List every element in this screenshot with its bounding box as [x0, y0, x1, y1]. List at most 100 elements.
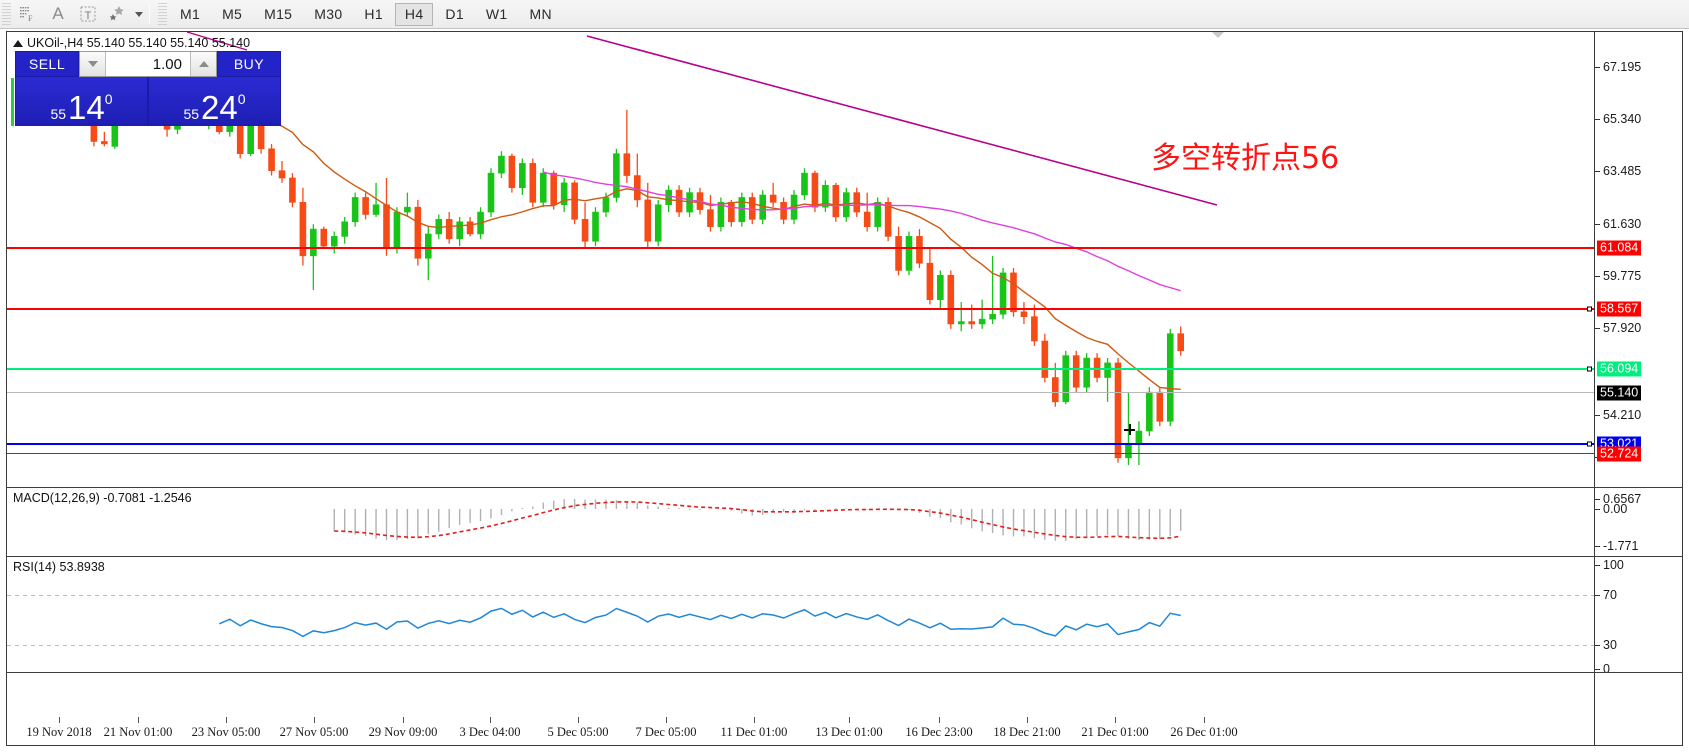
price-tick-label: 57.920: [1603, 321, 1642, 335]
time-axis-label: 27 Nov 05:00: [279, 725, 349, 739]
horizontal-level-line[interactable]: [7, 308, 1594, 310]
timeframe-h4[interactable]: H4: [394, 2, 434, 26]
price-tick-mark: [1595, 171, 1600, 172]
rsi-scale[interactable]: 100 70 30 0: [1594, 557, 1682, 676]
time-axis-tick: [138, 717, 139, 723]
time-axis-label: 26 Dec 01:00: [1170, 725, 1238, 739]
toolbar-separator: [149, 4, 150, 24]
horizontal-level-line[interactable]: [7, 453, 1594, 454]
buy-price-main: 24: [201, 89, 238, 126]
level-line-anchor-handle[interactable]: [1587, 306, 1592, 312]
scale-tick-label: 0.00: [1603, 502, 1628, 516]
period-toolbar-grip[interactable]: [158, 3, 167, 25]
buy-price-display[interactable]: 55 24 0: [148, 77, 281, 126]
timeframe-m30[interactable]: M30: [314, 6, 343, 22]
price-scale[interactable]: 67.195 65.340 63.485 61.630 59.775 57.920 54.2…: [1594, 32, 1682, 514]
chart-annotation-text[interactable]: 多空转折点56: [1151, 141, 1340, 176]
time-axis-label: 5 Dec 05:00: [547, 725, 609, 739]
chart-window[interactable]: UKOil-,H4 55.140 55.140 55.140 55.140 SE…: [6, 31, 1683, 746]
price-tick-label: 54.210: [1603, 408, 1642, 422]
time-axis-tick: [939, 717, 940, 723]
sell-button[interactable]: SELL: [15, 51, 79, 77]
level-line-anchor-handle[interactable]: [1587, 441, 1592, 447]
price-level-label[interactable]: 55.140: [1597, 385, 1642, 401]
price-level-label[interactable]: 52.724: [1597, 446, 1642, 462]
price-tick-label: 65.340: [1603, 112, 1642, 126]
price-tick-label: 63.485: [1603, 164, 1642, 178]
volume-stepper[interactable]: 1.00: [79, 51, 217, 77]
sell-price-display[interactable]: 55 14 0: [15, 77, 148, 126]
price-tick-label: 61.630: [1603, 217, 1642, 231]
text-label-icon[interactable]: A: [52, 4, 64, 23]
templates-icon[interactable]: [103, 2, 133, 27]
time-axis-label: 18 Dec 21:00: [993, 725, 1061, 739]
timeframe-h1[interactable]: H1: [364, 6, 383, 22]
time-axis-tick: [59, 717, 60, 723]
timeframe-mn[interactable]: MN: [529, 6, 552, 22]
one-click-trading-panel[interactable]: SELL 1.00 BUY 55 14: [11, 51, 281, 126]
volume-input[interactable]: 1.00: [106, 52, 190, 76]
horizontal-level-line[interactable]: [7, 443, 1594, 445]
level-line-anchor-handle[interactable]: [1587, 366, 1592, 372]
price-tick-mark: [1595, 276, 1600, 277]
price-plot-area[interactable]: UKOil-,H4 55.140 55.140 55.140 55.140 SE…: [7, 32, 1594, 487]
rsi-series: [218, 607, 1181, 638]
scale-tick-mark: [1595, 595, 1600, 596]
timeframe-m1[interactable]: M1: [180, 6, 201, 22]
time-axis-tick: [403, 717, 404, 723]
time-axis-label: 23 Nov 05:00: [191, 725, 261, 739]
price-tick-mark: [1595, 224, 1600, 225]
oct-price-row: 55 14 0 55 24 0: [15, 77, 281, 126]
rsi-plot-area[interactable]: RSI(14) 53.8938: [7, 557, 1594, 672]
volume-increment-button[interactable]: [190, 52, 216, 76]
chart-scroll-marker[interactable]: [1212, 32, 1224, 38]
indicator-list-icon[interactable]: F: [13, 2, 43, 27]
macd-plot-area[interactable]: MACD(12,26,9) -0.7081 -1.2546: [7, 488, 1594, 556]
time-axis-label: 21 Nov 01:00: [103, 725, 173, 739]
pane-separator-macd: [7, 487, 1682, 488]
scale-tick-mark: [1595, 645, 1600, 646]
time-axis-tick: [578, 717, 579, 723]
main-toolbar: F A T M1 M5 M15 M30 H1 H4 D1 W1 MN: [0, 0, 1689, 29]
time-axis-label: 21 Dec 01:00: [1081, 725, 1149, 739]
time-axis-tick: [1204, 717, 1205, 723]
time-axis-corner: [1594, 673, 1682, 745]
macd-series: [333, 499, 1182, 541]
time-axis-tick: [849, 717, 850, 723]
price-tick-mark: [1595, 415, 1600, 416]
text-box-icon[interactable]: T: [73, 2, 103, 27]
rsi-level-30: [7, 645, 1594, 646]
time-axis[interactable]: 19 Nov 2018 21 Nov 01:00 23 Nov 05:00 27 No…: [7, 672, 1682, 745]
sell-price-prefix: 55: [50, 106, 67, 122]
chevron-down-icon: [87, 61, 98, 67]
buy-button[interactable]: BUY: [217, 51, 281, 77]
price-tick-mark: [1595, 119, 1600, 120]
time-axis-tick: [314, 717, 315, 723]
macd-pane[interactable]: MACD(12,26,9) -0.7081 -1.2546 0.6567 0.00…: [7, 488, 1682, 556]
price-pane[interactable]: UKOil-,H4 55.140 55.140 55.140 55.140 SE…: [7, 32, 1682, 514]
svg-text:T: T: [85, 10, 92, 22]
time-axis-label: 13 Dec 01:00: [815, 725, 883, 739]
horizontal-level-line[interactable]: [7, 392, 1594, 393]
toolbar-grip[interactable]: [2, 3, 11, 25]
rsi-pane[interactable]: RSI(14) 53.8938 100 70 30 0: [7, 557, 1682, 676]
horizontal-level-line[interactable]: [7, 368, 1594, 370]
scale-tick-mark: [1595, 565, 1600, 566]
horizontal-level-line[interactable]: [7, 247, 1594, 249]
volume-decrement-button[interactable]: [80, 52, 106, 76]
rsi-level-70: [7, 595, 1594, 596]
macd-scale[interactable]: 0.6567 0.00 -1.771: [1594, 488, 1682, 556]
scale-tick-mark: [1595, 546, 1600, 547]
timeframe-m5[interactable]: M5: [222, 6, 243, 22]
templates-dropdown-caret[interactable]: [135, 11, 143, 17]
timeframe-d1[interactable]: D1: [445, 6, 464, 22]
time-axis-tick: [754, 717, 755, 723]
svg-text:F: F: [28, 14, 33, 23]
price-level-label[interactable]: 56.094: [1597, 361, 1642, 377]
timeframe-m15[interactable]: M15: [264, 6, 293, 22]
timeframe-w1[interactable]: W1: [485, 6, 508, 22]
price-tick-mark: [1595, 328, 1600, 329]
price-level-label[interactable]: 58.567: [1597, 301, 1642, 317]
price-level-label[interactable]: 61.084: [1597, 240, 1642, 256]
buy-price-fraction: 0: [237, 91, 246, 107]
